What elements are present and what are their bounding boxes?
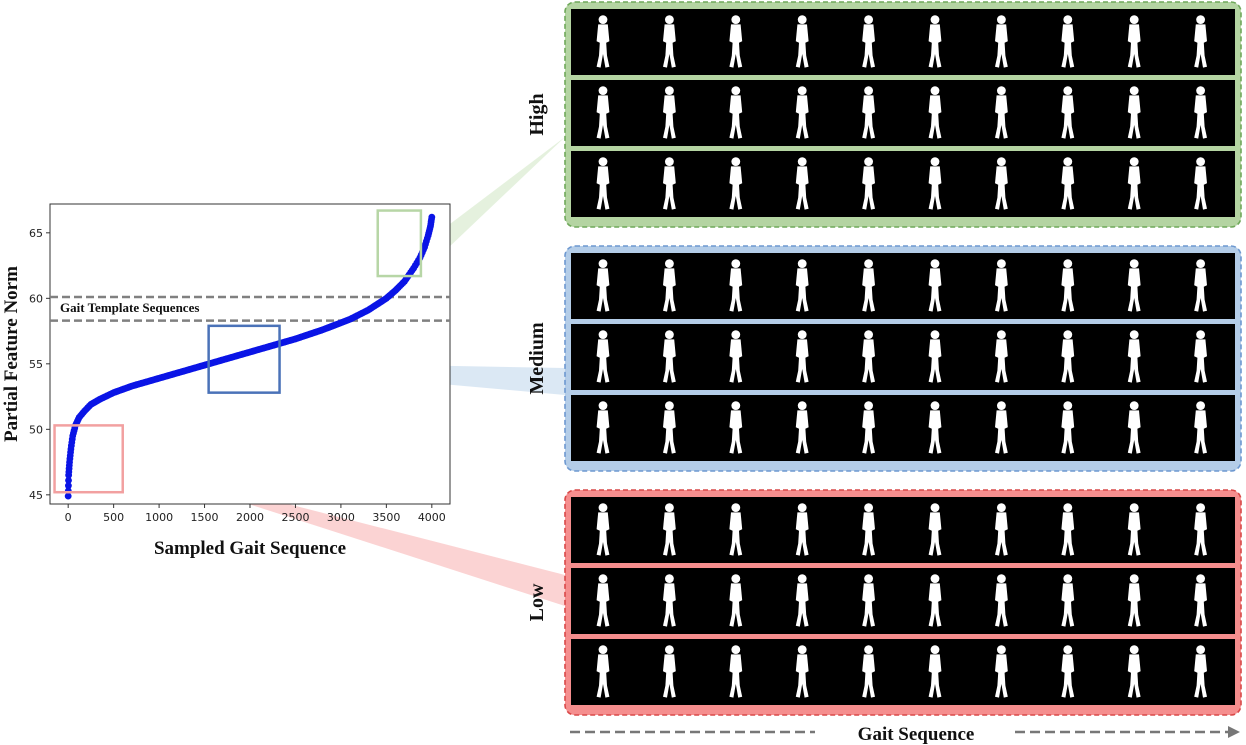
panel-label: High (526, 93, 548, 135)
strip-background (571, 151, 1235, 217)
highlight-box-medium (207, 324, 281, 394)
reference-lines (50, 295, 450, 322)
silhouette-strip (571, 324, 1235, 390)
data-point (428, 213, 436, 221)
data-point (65, 482, 72, 490)
strip-background (571, 253, 1235, 319)
x-tick-label: 3000 (327, 511, 355, 524)
panel-low: Low (526, 489, 1242, 716)
footer-arrow-head-icon (1228, 726, 1240, 738)
strip-background (571, 568, 1235, 634)
x-tick-label: 3500 (372, 511, 400, 524)
y-tick-label: 50 (29, 423, 43, 436)
silhouette-strip (571, 568, 1235, 634)
x-tick-label: 500 (103, 511, 124, 524)
silhouette-strip (571, 9, 1235, 75)
silhouette-strip (571, 151, 1235, 217)
panel-high: High (526, 1, 1242, 228)
data-point (65, 477, 72, 484)
plot-area: 0 500 1000 1500 2000 2500 3000 3500 4000 45 50 55 6… (1, 203, 451, 559)
y-axis-label: Partial Feature Norm (1, 266, 22, 442)
y-tick-label: 45 (29, 489, 43, 502)
x-tick-label: 2000 (236, 511, 264, 524)
strip-background (571, 80, 1235, 146)
highlight-boxes (53, 209, 423, 494)
gait-template-annotation: Gait Template Sequences (60, 300, 199, 315)
footer-label: Gait Sequence (858, 724, 975, 745)
gait-sequence-footer: Gait Sequence (570, 724, 1240, 745)
silhouette-strip (571, 395, 1235, 461)
y-tick-label: 65 (29, 227, 43, 240)
strip-background (571, 324, 1235, 390)
panels: High Medium Low (526, 1, 1242, 716)
silhouette-strip (571, 497, 1235, 563)
x-tick-label: 0 (65, 511, 72, 524)
x-axis-ticks: 0 500 1000 1500 2000 2500 3000 3500 4000 (65, 504, 446, 524)
silhouette-strip (571, 253, 1235, 319)
x-axis-label: Sampled Gait Sequence (154, 538, 346, 559)
y-tick-label: 60 (29, 292, 43, 305)
panel-label: Medium (526, 322, 548, 395)
x-tick-label: 1000 (145, 511, 173, 524)
connector-high (446, 137, 565, 250)
data-point (64, 492, 72, 500)
silhouette-strip (571, 639, 1235, 705)
x-tick-label: 4000 (418, 511, 446, 524)
silhouette-strip (571, 80, 1235, 146)
highlight-box-low (53, 424, 124, 494)
strip-background (571, 639, 1235, 705)
y-tick-label: 55 (29, 358, 43, 371)
strip-background (571, 395, 1235, 461)
strip-background (571, 9, 1235, 75)
y-axis-ticks: 45 50 55 60 65 (29, 227, 50, 502)
strip-background (571, 497, 1235, 563)
highlight-box-high (376, 209, 423, 278)
panel-label: Low (526, 583, 548, 621)
panel-medium: Medium (526, 245, 1242, 472)
x-tick-label: 1500 (191, 511, 219, 524)
x-tick-label: 2500 (281, 511, 309, 524)
